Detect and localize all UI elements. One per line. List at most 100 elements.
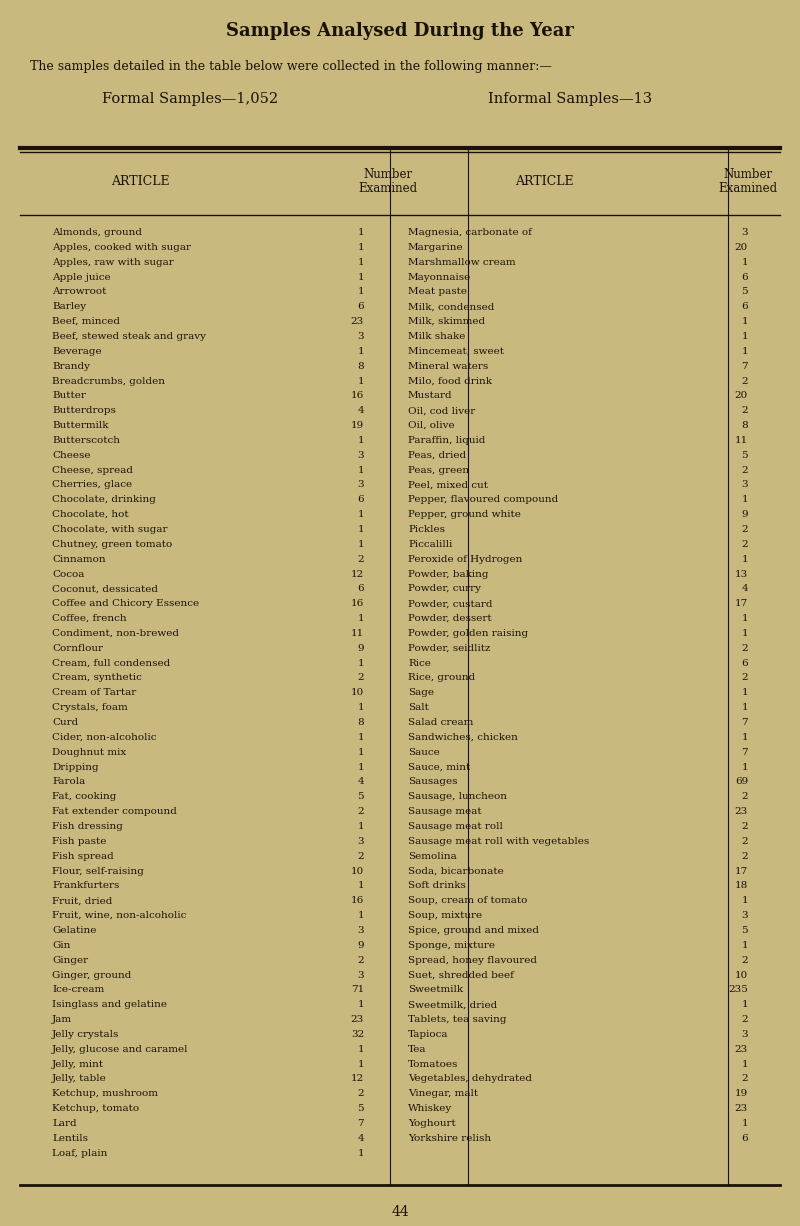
Text: 16: 16 bbox=[350, 896, 364, 905]
Text: Jelly, table: Jelly, table bbox=[52, 1074, 106, 1084]
Text: 9: 9 bbox=[742, 510, 748, 519]
Text: Cocoa: Cocoa bbox=[52, 570, 84, 579]
Text: 1: 1 bbox=[358, 881, 364, 890]
Text: Marshmallow cream: Marshmallow cream bbox=[408, 257, 516, 267]
Text: 2: 2 bbox=[742, 539, 748, 549]
Text: 1: 1 bbox=[358, 1149, 364, 1157]
Text: Salt: Salt bbox=[408, 704, 429, 712]
Text: Milk, skimmed: Milk, skimmed bbox=[408, 318, 485, 326]
Text: 2: 2 bbox=[742, 525, 748, 535]
Text: Fat, cooking: Fat, cooking bbox=[52, 792, 116, 802]
Text: 1: 1 bbox=[358, 821, 364, 831]
Text: Peel, mixed cut: Peel, mixed cut bbox=[408, 481, 488, 489]
Text: Doughnut mix: Doughnut mix bbox=[52, 748, 126, 756]
Text: 1: 1 bbox=[742, 257, 748, 267]
Text: Cornflour: Cornflour bbox=[52, 644, 103, 652]
Text: 10: 10 bbox=[350, 867, 364, 875]
Text: Gin: Gin bbox=[52, 940, 70, 950]
Text: 2: 2 bbox=[742, 466, 748, 474]
Text: Buttermilk: Buttermilk bbox=[52, 421, 109, 430]
Text: 44: 44 bbox=[391, 1205, 409, 1219]
Text: Tablets, tea saving: Tablets, tea saving bbox=[408, 1015, 506, 1024]
Text: 71: 71 bbox=[350, 986, 364, 994]
Text: 1: 1 bbox=[358, 1045, 364, 1054]
Text: 2: 2 bbox=[742, 852, 748, 861]
Text: 6: 6 bbox=[742, 303, 748, 311]
Text: 17: 17 bbox=[734, 600, 748, 608]
Text: 235: 235 bbox=[728, 986, 748, 994]
Text: 3: 3 bbox=[742, 228, 748, 237]
Text: Soup, mixture: Soup, mixture bbox=[408, 911, 482, 920]
Text: Sausage meat roll with vegetables: Sausage meat roll with vegetables bbox=[408, 837, 590, 846]
Text: 1: 1 bbox=[742, 940, 748, 950]
Text: Informal Samples—13: Informal Samples—13 bbox=[488, 92, 652, 105]
Text: 1: 1 bbox=[358, 272, 364, 282]
Text: 3: 3 bbox=[358, 451, 364, 460]
Text: Apples, raw with sugar: Apples, raw with sugar bbox=[52, 257, 174, 267]
Text: 3: 3 bbox=[358, 481, 364, 489]
Text: Cider, non-alcoholic: Cider, non-alcoholic bbox=[52, 733, 157, 742]
Text: Sauce, mint: Sauce, mint bbox=[408, 763, 470, 771]
Text: Magnesia, carbonate of: Magnesia, carbonate of bbox=[408, 228, 532, 237]
Text: 1: 1 bbox=[358, 436, 364, 445]
Text: 2: 2 bbox=[742, 955, 748, 965]
Text: 3: 3 bbox=[742, 481, 748, 489]
Text: 6: 6 bbox=[358, 303, 364, 311]
Text: Oil, cod liver: Oil, cod liver bbox=[408, 406, 475, 416]
Text: 8: 8 bbox=[358, 362, 364, 370]
Text: Ketchup, mushroom: Ketchup, mushroom bbox=[52, 1089, 158, 1098]
Text: 3: 3 bbox=[358, 332, 364, 341]
Text: 2: 2 bbox=[742, 837, 748, 846]
Text: Sausage, luncheon: Sausage, luncheon bbox=[408, 792, 507, 802]
Text: Arrowroot: Arrowroot bbox=[52, 287, 106, 297]
Text: Crystals, foam: Crystals, foam bbox=[52, 704, 128, 712]
Text: 2: 2 bbox=[742, 792, 748, 802]
Text: Coffee, french: Coffee, french bbox=[52, 614, 126, 623]
Text: Powder, custard: Powder, custard bbox=[408, 600, 493, 608]
Text: Piccalilli: Piccalilli bbox=[408, 539, 452, 549]
Text: Spread, honey flavoured: Spread, honey flavoured bbox=[408, 955, 537, 965]
Text: 1: 1 bbox=[742, 1059, 748, 1069]
Text: Semolina: Semolina bbox=[408, 852, 457, 861]
Text: Mineral waters: Mineral waters bbox=[408, 362, 488, 370]
Text: Lard: Lard bbox=[52, 1119, 77, 1128]
Text: 2: 2 bbox=[358, 673, 364, 683]
Text: 5: 5 bbox=[358, 1105, 364, 1113]
Text: 2: 2 bbox=[358, 807, 364, 817]
Text: Fish spread: Fish spread bbox=[52, 852, 114, 861]
Text: 1: 1 bbox=[358, 733, 364, 742]
Text: 23: 23 bbox=[734, 807, 748, 817]
Text: Powder, curry: Powder, curry bbox=[408, 585, 481, 593]
Text: Powder, baking: Powder, baking bbox=[408, 570, 489, 579]
Text: 1: 1 bbox=[358, 510, 364, 519]
Text: Almonds, ground: Almonds, ground bbox=[52, 228, 142, 237]
Text: 1: 1 bbox=[742, 629, 748, 638]
Text: 2: 2 bbox=[358, 852, 364, 861]
Text: 1: 1 bbox=[742, 688, 748, 698]
Text: 8: 8 bbox=[742, 421, 748, 430]
Text: 1: 1 bbox=[742, 318, 748, 326]
Text: 9: 9 bbox=[358, 644, 364, 652]
Text: Butterscotch: Butterscotch bbox=[52, 436, 120, 445]
Text: Number
Examined: Number Examined bbox=[358, 168, 418, 195]
Text: Paraffin, liquid: Paraffin, liquid bbox=[408, 436, 486, 445]
Text: Mustard: Mustard bbox=[408, 391, 453, 401]
Text: Sandwiches, chicken: Sandwiches, chicken bbox=[408, 733, 518, 742]
Text: Condiment, non-brewed: Condiment, non-brewed bbox=[52, 629, 179, 638]
Text: 1: 1 bbox=[358, 1059, 364, 1069]
Text: Powder, dessert: Powder, dessert bbox=[408, 614, 492, 623]
Text: 4: 4 bbox=[358, 777, 364, 786]
Text: 18: 18 bbox=[734, 881, 748, 890]
Text: Chocolate, drinking: Chocolate, drinking bbox=[52, 495, 156, 504]
Text: Sausage meat roll: Sausage meat roll bbox=[408, 821, 503, 831]
Text: 16: 16 bbox=[350, 600, 364, 608]
Text: 1: 1 bbox=[742, 1000, 748, 1009]
Text: Samples Analysed During the Year: Samples Analysed During the Year bbox=[226, 22, 574, 40]
Text: Chocolate, with sugar: Chocolate, with sugar bbox=[52, 525, 167, 535]
Text: 9: 9 bbox=[358, 940, 364, 950]
Text: 7: 7 bbox=[742, 748, 748, 756]
Text: 1: 1 bbox=[358, 228, 364, 237]
Text: Tapioca: Tapioca bbox=[408, 1030, 449, 1038]
Text: Cream, full condensed: Cream, full condensed bbox=[52, 658, 170, 668]
Text: 1: 1 bbox=[358, 704, 364, 712]
